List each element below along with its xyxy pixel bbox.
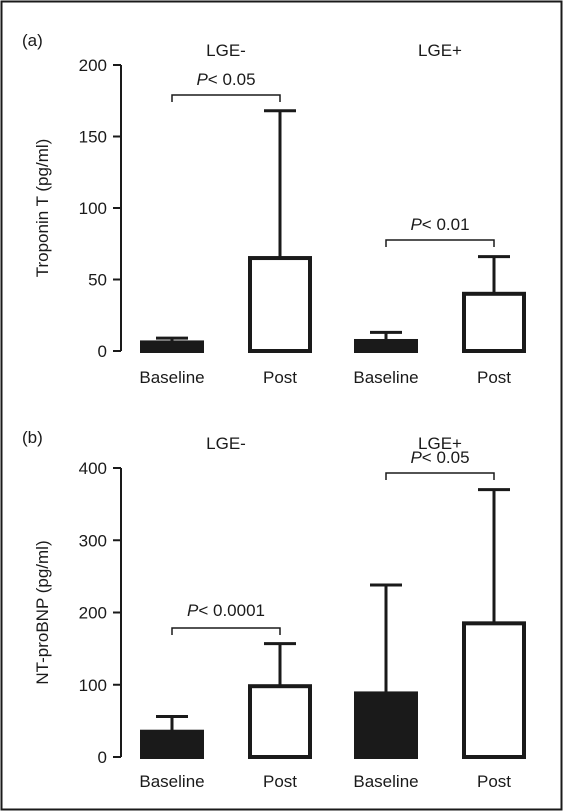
x-tick-label: Baseline (353, 772, 418, 791)
panel-a: (a) LGE- LGE+ 0 50 100 150 200 Troponin T (pg/ml… (22, 31, 526, 387)
significance-label: P< 0.05 (196, 70, 255, 89)
bar-baseline (354, 691, 418, 759)
group-label: LGE+ (418, 41, 462, 60)
y-tick-label: 50 (88, 271, 107, 290)
group-label: LGE- (206, 434, 246, 453)
p-value: < 0.05 (422, 448, 470, 467)
y-tick-label: 0 (98, 748, 107, 767)
x-tick-label: Baseline (353, 368, 418, 387)
y-tick-label: 300 (79, 531, 107, 550)
bar-post (248, 256, 312, 353)
panel-label: (b) (22, 428, 43, 447)
significance-bracket (385, 472, 495, 480)
p-value: < 0.0001 (198, 601, 265, 620)
significance-bracket (171, 94, 281, 102)
significance-label: P< 0.0001 (187, 601, 265, 620)
x-tick-label: Post (263, 368, 297, 387)
x-tick-label: Post (477, 772, 511, 791)
significance-bracket (171, 627, 281, 635)
y-tick-label: 0 (98, 342, 107, 361)
panel-b: (b) LGE- LGE+ 0 100 200 300 400 NT-proBNP (pg/ml… (22, 428, 526, 791)
y-tick-label: 200 (79, 604, 107, 623)
bar-post (462, 621, 526, 760)
group-label: LGE- (206, 41, 246, 60)
bar-baseline (354, 338, 418, 353)
x-tick-label: Post (477, 368, 511, 387)
p-value: < 0.05 (208, 70, 256, 89)
p-value: < 0.01 (422, 215, 470, 234)
p-symbol: P (410, 215, 422, 234)
y-tick-label: 150 (79, 128, 107, 147)
significance-bracket (385, 239, 495, 247)
y-axis-title: Troponin T (pg/ml) (33, 139, 52, 278)
bar-baseline (140, 729, 204, 760)
significance-label: P< 0.05 (410, 448, 469, 467)
y-axis-title: NT-proBNP (pg/ml) (33, 540, 52, 684)
panel-label: (a) (22, 31, 43, 50)
significance-label: P< 0.01 (410, 215, 469, 234)
group-label: LGE+ (418, 434, 462, 453)
p-symbol: P (187, 601, 199, 620)
y-tick-label: 200 (79, 56, 107, 75)
p-symbol: P (410, 448, 422, 467)
bar-baseline (140, 340, 204, 354)
bar-post (462, 291, 526, 353)
y-tick-label: 400 (79, 459, 107, 478)
x-tick-label: Post (263, 772, 297, 791)
x-tick-label: Baseline (139, 368, 204, 387)
y-tick-label: 100 (79, 199, 107, 218)
p-symbol: P (196, 70, 208, 89)
x-tick-label: Baseline (139, 772, 204, 791)
bar-post (248, 684, 312, 760)
y-tick-label: 100 (79, 676, 107, 695)
